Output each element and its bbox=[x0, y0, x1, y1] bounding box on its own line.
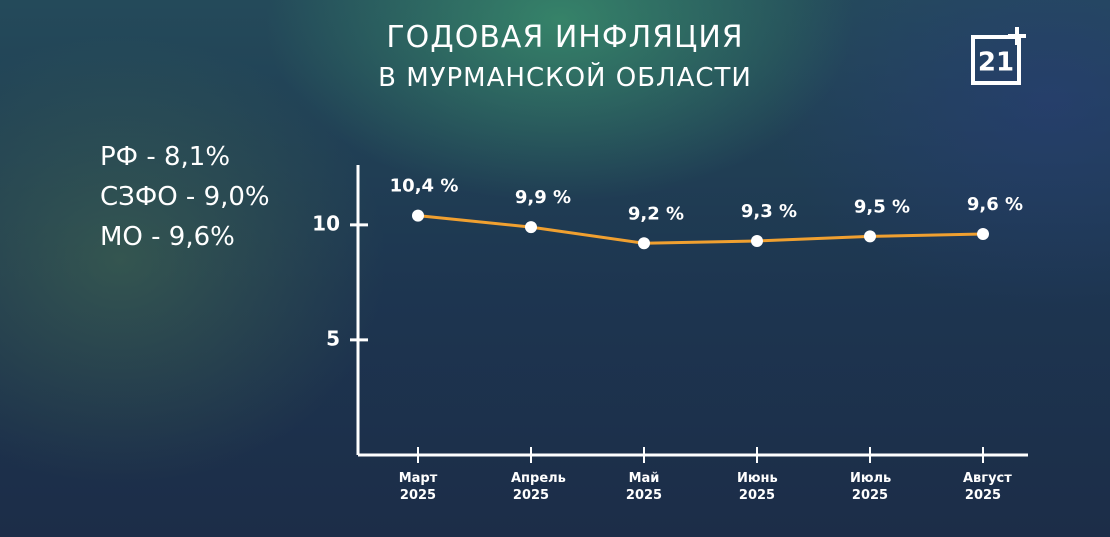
note: РФ - 8,1% bbox=[100, 142, 231, 172]
point bbox=[412, 209, 424, 222]
x-tick-label: Июнь 2025 bbox=[737, 471, 778, 503]
point bbox=[751, 234, 763, 247]
x-tick-label: Май 2025 bbox=[625, 471, 663, 503]
line bbox=[417, 214, 984, 245]
logo: 21 bbox=[971, 27, 1026, 85]
y-tick-label: 10 bbox=[312, 211, 340, 235]
point bbox=[638, 237, 650, 250]
logo-plus bbox=[1008, 27, 1026, 45]
value-label: 9,6 % bbox=[967, 194, 1023, 215]
value-label: 9,2 % bbox=[628, 203, 684, 224]
value-label: 9,5 % bbox=[854, 196, 910, 217]
point bbox=[864, 230, 876, 243]
y-tick-label: 5 bbox=[326, 326, 340, 350]
note: МО - 9,6% bbox=[100, 222, 235, 252]
value-label: 9,3 % bbox=[741, 201, 797, 222]
x-tick-label: Март 2025 bbox=[398, 471, 438, 503]
title: ГОДОВАЯ ИНФЛЯЦИЯ bbox=[386, 20, 744, 55]
value-label: 10,4 % bbox=[390, 176, 459, 197]
point bbox=[977, 228, 989, 241]
x-tick-label: Апрель 2025 bbox=[511, 471, 566, 503]
x-tick-label: Август 2025 bbox=[963, 471, 1012, 503]
note: СЗФО - 9,0% bbox=[100, 182, 270, 212]
subtitle: В МУРМАНСКОЙ ОБЛАСТИ bbox=[378, 63, 752, 93]
point bbox=[525, 221, 537, 234]
x-tick-label: Июль 2025 bbox=[850, 471, 892, 503]
logo-frame bbox=[971, 35, 1021, 85]
logo-text: 21 bbox=[978, 48, 1014, 78]
value-label: 9,9 % bbox=[515, 187, 571, 208]
